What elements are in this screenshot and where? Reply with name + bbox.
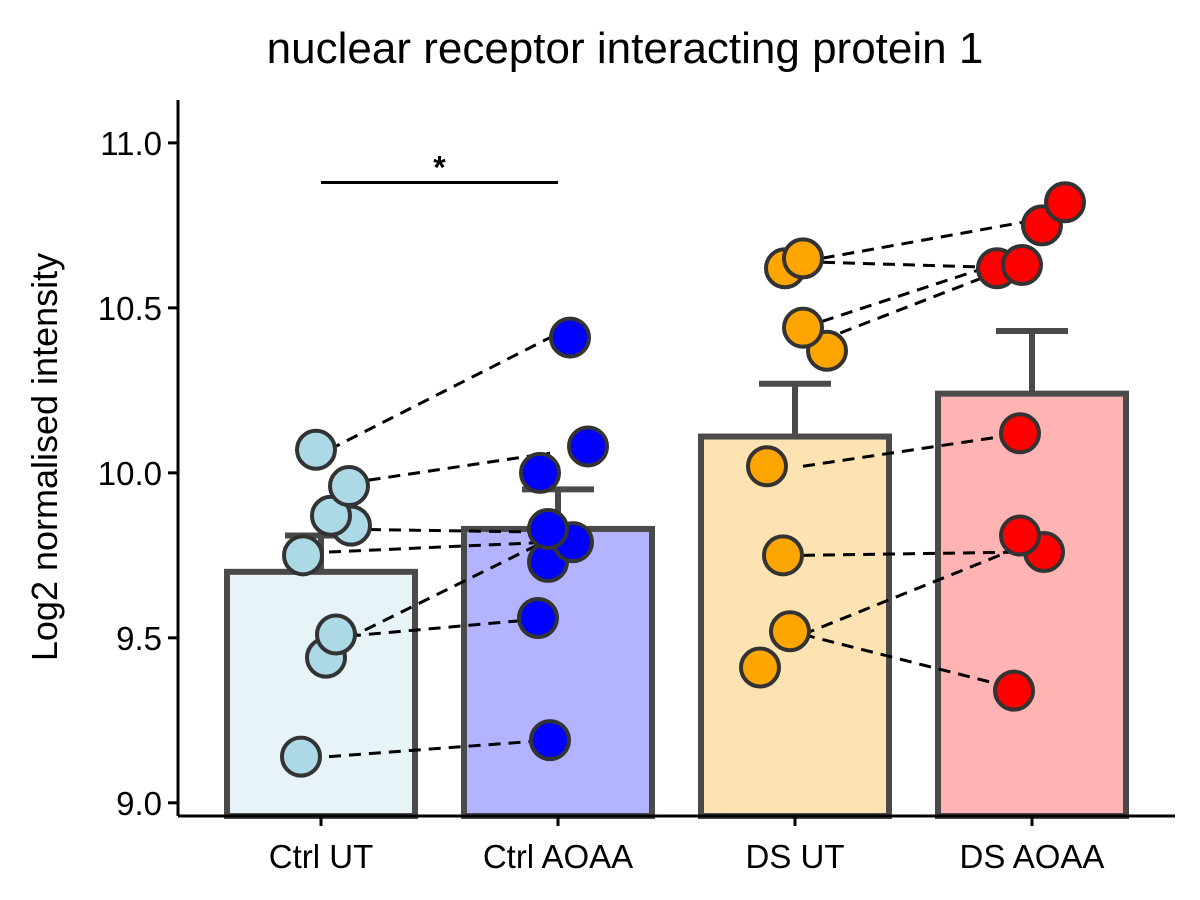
pair-line-3 bbox=[328, 540, 551, 554]
data-point-2-3 bbox=[746, 445, 788, 488]
pair-line-6 bbox=[328, 336, 551, 452]
data-point-0-2 bbox=[315, 613, 357, 656]
y-tick-label-4: 11.0 bbox=[100, 125, 162, 162]
data-point-3-2 bbox=[999, 514, 1041, 557]
x-tick-label-3: DS AOAA bbox=[960, 838, 1105, 875]
y-tick-label-0: 9.0 bbox=[116, 785, 162, 822]
data-point-0-0 bbox=[280, 735, 322, 778]
pair-line-7 bbox=[802, 633, 1025, 693]
data-point-1-5 bbox=[519, 451, 561, 494]
data-point-2-5 bbox=[782, 306, 824, 349]
y-axis-label: Log2 normalised intensity bbox=[24, 253, 65, 661]
pair-line-4 bbox=[328, 527, 551, 534]
pair-line-10 bbox=[802, 431, 1025, 468]
pair-line-5 bbox=[328, 451, 551, 488]
pair-line-0 bbox=[328, 738, 551, 759]
data-point-0-3 bbox=[282, 534, 324, 577]
data-point-1-4 bbox=[527, 507, 569, 550]
pair-line-1 bbox=[328, 616, 551, 640]
chart-title: nuclear receptor interacting protein 1 bbox=[267, 24, 984, 73]
pair-line-14 bbox=[802, 220, 1025, 264]
data-point-1-0 bbox=[529, 719, 571, 762]
bar-0 bbox=[224, 568, 418, 819]
data-point-3-5 bbox=[1001, 243, 1043, 286]
y-tick-label-1: 9.5 bbox=[116, 620, 162, 657]
data-point-2-1 bbox=[769, 610, 811, 653]
data-point-2-7 bbox=[782, 237, 824, 280]
data-point-3-0 bbox=[993, 669, 1035, 712]
data-point-1-6 bbox=[567, 425, 609, 468]
x-tick-label-1: Ctrl AOAA bbox=[483, 838, 633, 875]
y-tick-label-2: 10.0 bbox=[98, 455, 162, 492]
x-tick-label-2: DS UT bbox=[746, 838, 845, 875]
y-tick-label-3: 10.5 bbox=[98, 290, 162, 327]
x-tick-label-0: Ctrl UT bbox=[269, 838, 373, 875]
plot-area: 9.0 9.5 10.0 10.5 11.0 Ctrl UT Ctrl AOAA DS UT D… bbox=[98, 100, 1175, 875]
data-point-1-1 bbox=[517, 597, 559, 640]
data-point-2-2 bbox=[762, 534, 804, 577]
data-point-0-6 bbox=[328, 465, 370, 508]
data-point-3-7 bbox=[1044, 181, 1086, 224]
pair-line-2 bbox=[328, 537, 551, 650]
data-point-3-3 bbox=[999, 412, 1041, 455]
pair-line-9 bbox=[802, 550, 1025, 557]
significance-label-0: * bbox=[433, 149, 446, 185]
data-point-2-0 bbox=[739, 646, 781, 689]
data-point-0-7 bbox=[295, 428, 337, 471]
data-point-1-7 bbox=[549, 316, 591, 359]
bar-3 bbox=[935, 390, 1129, 819]
